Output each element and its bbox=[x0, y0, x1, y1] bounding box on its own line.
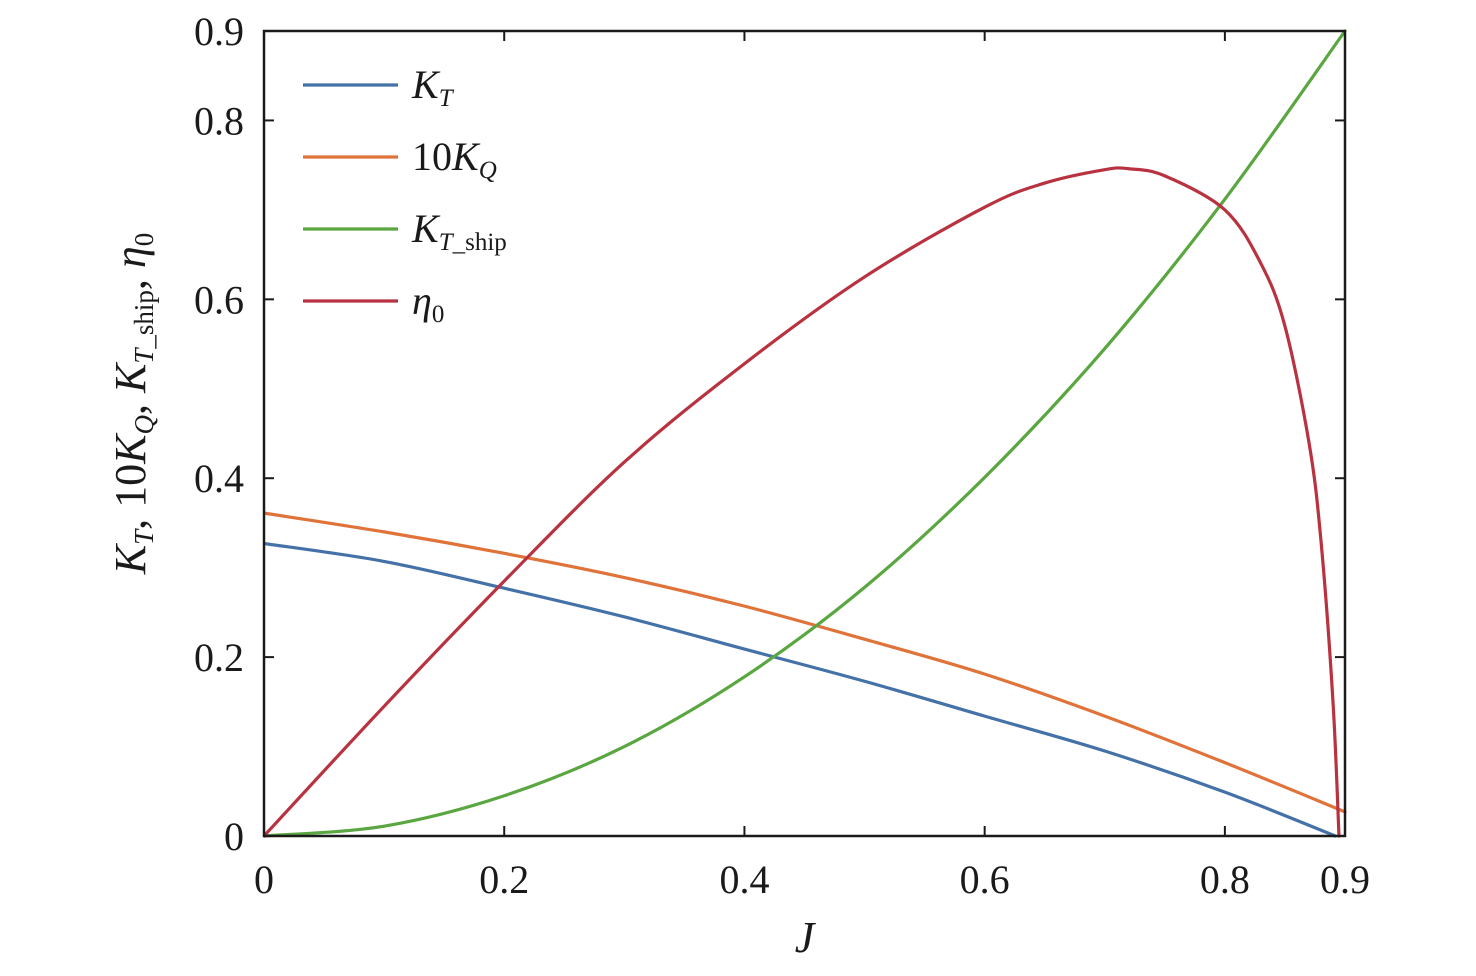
legend-item-0: η0 bbox=[303, 278, 444, 328]
plot-lines bbox=[264, 29, 1347, 838]
y-tick-label: 0.6 bbox=[194, 277, 244, 322]
x-tick-label: 0 bbox=[254, 857, 274, 902]
legend: KT 10KQ KT_ship η0 bbox=[303, 62, 507, 328]
series-line-0 bbox=[264, 166, 1341, 838]
y-tick-label: 0.2 bbox=[194, 635, 244, 680]
x-tick-label: 0.6 bbox=[960, 857, 1010, 902]
tick-labels: 0 0.2 0.4 0.6 0.8 0.9 0 0.2 0.4 0.6 0.8 0.9 bbox=[194, 9, 1370, 902]
legend-item-kt: KT bbox=[303, 62, 455, 112]
y-tick-label: 0.8 bbox=[194, 98, 244, 143]
y-tick-label: 0.4 bbox=[194, 456, 244, 501]
legend-label: 10KQ bbox=[412, 134, 497, 184]
x-tick-label: 0.8 bbox=[1200, 857, 1250, 902]
x-axis-label: J bbox=[795, 913, 817, 962]
axis-ticks bbox=[263, 30, 1346, 837]
legend-item-kt-ship: KT_ship bbox=[303, 206, 507, 256]
y-tick-label: 0 bbox=[224, 814, 244, 859]
y-tick-label: 0.9 bbox=[194, 9, 244, 54]
series-line-kt-ship bbox=[264, 29, 1347, 838]
x-tick-label: 0.2 bbox=[479, 857, 529, 902]
legend-label: KT_ship bbox=[411, 206, 507, 256]
x-tick-label: 0.9 bbox=[1320, 857, 1370, 902]
x-tick-label: 0.4 bbox=[719, 857, 769, 902]
y-axis-label: KT, 10KQ, KT_ship, η0 bbox=[106, 233, 159, 575]
legend-label: η0 bbox=[412, 278, 444, 328]
legend-label: KT bbox=[411, 62, 455, 112]
series-line-kt bbox=[264, 541, 1337, 838]
series-line-10kq bbox=[264, 511, 1347, 814]
legend-item-10kq: 10KQ bbox=[303, 134, 497, 184]
plot-frame bbox=[262, 29, 1347, 838]
